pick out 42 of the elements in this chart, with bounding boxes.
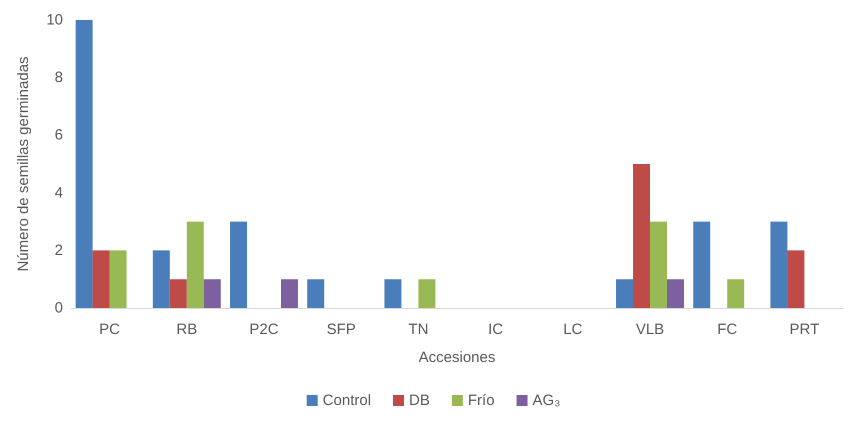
bar bbox=[307, 279, 324, 308]
legend-label: AG₃ bbox=[532, 392, 560, 409]
bar bbox=[770, 222, 788, 308]
x-tick-label: PRT bbox=[790, 321, 820, 338]
bar bbox=[418, 279, 436, 308]
y-tick-label: 6 bbox=[54, 126, 63, 144]
y-tick-label: 0 bbox=[54, 300, 63, 316]
x-tick-label: LC bbox=[563, 321, 583, 338]
y-tick-label: 8 bbox=[54, 69, 63, 86]
bar bbox=[616, 279, 634, 308]
bar bbox=[693, 222, 710, 308]
bar bbox=[633, 164, 650, 308]
legend-label: Control bbox=[322, 392, 372, 409]
bar bbox=[230, 222, 248, 308]
bar bbox=[650, 222, 667, 308]
x-tick-label: PC bbox=[99, 321, 120, 338]
x-tick-label: RB bbox=[176, 321, 198, 338]
bar bbox=[204, 279, 221, 308]
bar bbox=[76, 20, 93, 308]
x-tick-label: FC bbox=[717, 321, 738, 338]
bar bbox=[727, 279, 744, 308]
bar bbox=[110, 250, 127, 308]
bar bbox=[787, 250, 804, 308]
y-tick-label: 2 bbox=[54, 242, 63, 259]
y-tick-label: 10 bbox=[46, 12, 63, 28]
x-tick-label: TN bbox=[408, 321, 428, 338]
bar bbox=[384, 279, 402, 308]
bar bbox=[186, 222, 204, 308]
bar bbox=[152, 250, 170, 308]
legend-label: Frío bbox=[468, 392, 495, 409]
bar bbox=[280, 279, 298, 308]
bar bbox=[92, 250, 110, 308]
legend-label: DB bbox=[409, 392, 430, 409]
bar bbox=[170, 279, 187, 308]
y-axis-title: Número de semillas germinadas bbox=[15, 56, 32, 272]
x-tick-label: P2C bbox=[249, 321, 279, 338]
bar bbox=[666, 279, 684, 308]
x-tick-label: SFP bbox=[326, 321, 356, 338]
x-tick-label: VLB bbox=[636, 321, 664, 338]
y-tick-label: 4 bbox=[54, 184, 63, 202]
x-tick-label: IC bbox=[488, 321, 504, 338]
x-axis-title: Accesiones bbox=[418, 349, 496, 366]
